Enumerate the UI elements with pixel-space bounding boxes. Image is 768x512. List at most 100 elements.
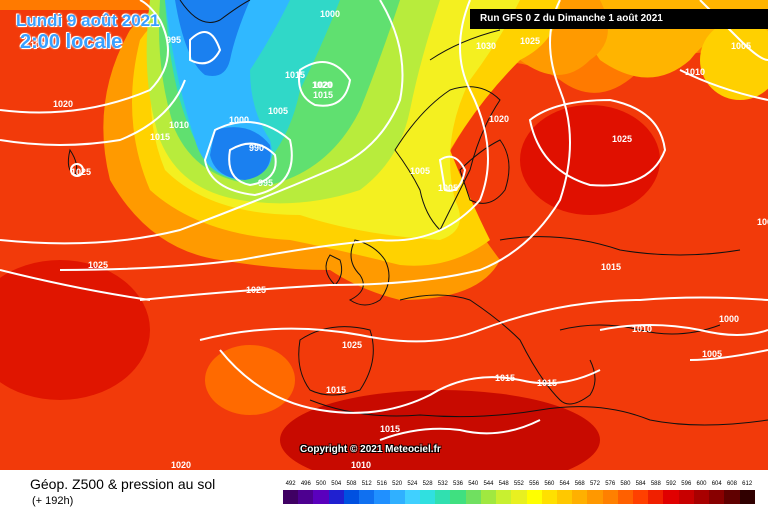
pressure-label: 1005 xyxy=(438,183,458,193)
pressure-label: 1030 xyxy=(476,41,496,51)
pressure-label: 1025 xyxy=(246,285,266,295)
legend-swatch xyxy=(283,490,299,504)
legend-value: 516 xyxy=(376,481,387,487)
legend-swatch xyxy=(465,490,481,504)
pressure-label: 1025 xyxy=(71,167,91,177)
legend-swatch xyxy=(587,490,603,504)
cool-spot-ural xyxy=(700,20,768,100)
pressure-label: 1020 xyxy=(489,114,509,124)
legend-swatch xyxy=(633,490,649,504)
legend-swatch xyxy=(724,490,740,504)
pressure-label: 1025 xyxy=(612,134,632,144)
run-info: Run GFS 0 Z du Dimanche 1 août 2021 xyxy=(470,9,768,29)
map-canvas: 1005 995 1000 1020 1015 1010 1000 990 99… xyxy=(0,0,768,470)
warm-core-east xyxy=(520,105,660,215)
legend-value: 520 xyxy=(392,481,403,487)
pressure-label: 1020 xyxy=(313,80,333,90)
pressure-label: 1020 xyxy=(312,80,332,90)
legend-value: 536 xyxy=(453,481,464,487)
pressure-label: 1010 xyxy=(685,67,705,77)
legend-value: 588 xyxy=(650,481,661,487)
legend-swatch xyxy=(435,490,451,504)
legend-value: 540 xyxy=(468,481,479,487)
pressure-label: 1015 xyxy=(601,262,621,272)
legend-bar xyxy=(283,490,755,504)
legend-value: 552 xyxy=(513,481,524,487)
legend-value: 556 xyxy=(529,481,540,487)
legend-value: 508 xyxy=(346,481,357,487)
forecast-hour: (+ 192h) xyxy=(32,495,74,507)
legend-swatch xyxy=(343,490,360,504)
legend-value: 596 xyxy=(681,481,692,487)
legend-swatch xyxy=(556,490,573,504)
pressure-label: 1010 xyxy=(632,324,652,334)
pressure-label: 1025 xyxy=(520,36,540,46)
legend-swatch xyxy=(648,490,664,504)
legend-swatch xyxy=(602,490,618,504)
copyright: Copyright © 2021 Meteociel.fr xyxy=(300,444,441,455)
legend-swatch xyxy=(496,490,512,504)
legend-swatch xyxy=(541,490,557,504)
pressure-label: 1015 xyxy=(326,385,346,395)
legend-value: 592 xyxy=(666,481,677,487)
pressure-label: 1010 xyxy=(351,460,371,470)
legend-value: 504 xyxy=(331,481,342,487)
pressure-label: 1005 xyxy=(268,106,288,116)
legend-swatch xyxy=(359,490,375,504)
pressure-label: 1020 xyxy=(171,460,191,470)
legend-value: 492 xyxy=(285,481,296,487)
legend-swatch xyxy=(511,490,527,504)
legend-swatch xyxy=(693,490,710,504)
pressure-label: 1025 xyxy=(342,340,362,350)
pressure-label: 1015 xyxy=(537,378,557,388)
legend-value: 572 xyxy=(589,481,600,487)
legend-swatch xyxy=(739,490,755,504)
weather-map: 1005 995 1000 1020 1015 1010 1000 990 99… xyxy=(0,0,768,470)
footer: Géop. Z500 & pression au sol (+ 192h) 49… xyxy=(0,470,768,512)
geopotential-band-520 xyxy=(175,0,250,76)
pressure-label: 1020 xyxy=(53,99,73,109)
pressure-label: 1005 xyxy=(410,166,430,176)
legend-swatch xyxy=(678,490,694,504)
legend-value: 524 xyxy=(407,481,418,487)
legend-value: 512 xyxy=(361,481,372,487)
pressure-label: 1015 xyxy=(495,373,515,383)
legend-swatch xyxy=(419,490,436,504)
legend-value: 496 xyxy=(300,481,311,487)
pressure-label: 1000 xyxy=(320,9,340,19)
pressure-label: 1005 xyxy=(731,41,751,51)
pressure-label: 1015 xyxy=(380,424,400,434)
pressure-label: 1005 xyxy=(702,349,722,359)
warm-core-sahara xyxy=(280,390,600,470)
pressure-label: 1010 xyxy=(169,120,189,130)
legend-value: 500 xyxy=(316,481,327,487)
pressure-label: 1015 xyxy=(150,132,170,142)
legend-swatch xyxy=(480,490,497,504)
legend-labels: 492 496 500 504 508 512 516 520 524 528 532 536 540 5… xyxy=(283,479,755,490)
legend-value: 576 xyxy=(605,481,616,487)
pressure-label: 990 xyxy=(249,143,264,153)
legend-swatch xyxy=(298,490,314,504)
legend-value: 604 xyxy=(711,481,722,487)
legend-value: 600 xyxy=(696,481,707,487)
pressure-label: 1005 xyxy=(30,40,50,50)
legend-swatch xyxy=(450,490,466,504)
valid-time: 2:00 locale xyxy=(20,31,123,53)
legend-value: 544 xyxy=(483,481,494,487)
legend-value: 548 xyxy=(498,481,509,487)
legend-value: 568 xyxy=(574,481,585,487)
isobars xyxy=(0,0,768,441)
pressure-label: 995 xyxy=(258,178,273,188)
legend-value: 608 xyxy=(726,481,737,487)
legend-value: 560 xyxy=(544,481,555,487)
legend-swatch xyxy=(663,490,679,504)
legend-value: 612 xyxy=(742,481,753,487)
legend-value: 584 xyxy=(635,481,646,487)
legend-swatch xyxy=(709,490,725,504)
legend-value: 580 xyxy=(620,481,631,487)
legend-swatch xyxy=(617,490,634,504)
legend-swatch xyxy=(572,490,588,504)
pressure-label: 1015 xyxy=(285,70,305,80)
pressure-label: 1025 xyxy=(88,260,108,270)
legend-swatch xyxy=(389,490,405,504)
